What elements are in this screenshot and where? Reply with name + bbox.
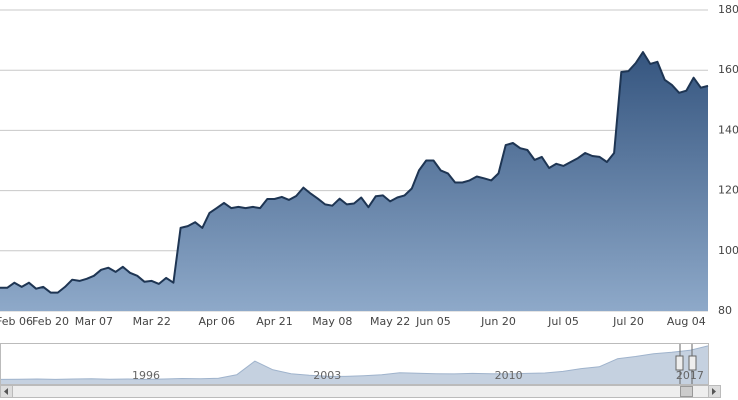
x-tick-label: May 08 (312, 315, 352, 328)
y-tick-label: 120 (718, 184, 738, 197)
x-tick-label: Aug 04 (667, 315, 706, 328)
x-tick-label: Jun 05 (415, 315, 451, 328)
x-tick-label: Apr 06 (198, 315, 235, 328)
navigator-handle[interactable] (675, 355, 684, 371)
x-tick-label: Apr 21 (256, 315, 293, 328)
x-tick-label: Jul 20 (612, 315, 644, 328)
scroll-right-arrow (712, 388, 716, 395)
navigator: 1996 2003 2010 2017 (0, 345, 709, 384)
x-tick-label: Jul 05 (547, 315, 579, 328)
x-tick-label: Mar 07 (75, 315, 113, 328)
scrollbar-track (0, 385, 721, 398)
area-fill (1, 345, 708, 384)
y-tick-label: 100 (718, 244, 738, 257)
x-tick-label: Jun 20 (480, 315, 516, 328)
y-tick-label: 140 (718, 123, 738, 136)
x-tick-label: Feb 06 (0, 315, 33, 328)
area-fill (0, 52, 708, 311)
y-tick-label: 160 (718, 63, 738, 76)
x-tick-label: Mar 22 (133, 315, 171, 328)
x-tick-label: 1996 (132, 369, 160, 382)
scroll-left-arrow (4, 388, 8, 395)
x-tick-label: 2017 (676, 369, 704, 382)
scrollbar-thumb[interactable] (680, 386, 693, 397)
navigator-handle[interactable] (688, 355, 697, 371)
x-tick-label: 2003 (313, 369, 341, 382)
area-line (0, 51, 709, 294)
x-tick-label: Feb 20 (32, 315, 69, 328)
y-tick-label: 180 (718, 3, 738, 16)
x-tick-label: May 22 (370, 315, 410, 328)
x-tick-label: 2010 (495, 369, 523, 382)
area-line (0, 345, 709, 380)
y-tick-label: 80 (718, 304, 732, 317)
